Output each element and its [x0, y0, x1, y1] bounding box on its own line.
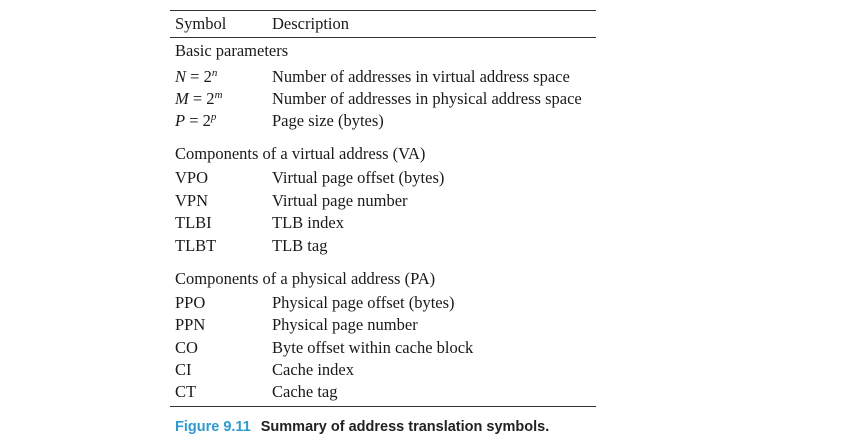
description-ppo: Physical page offset (bytes) — [272, 293, 455, 312]
header-description: Description — [272, 14, 349, 33]
description-ppn: Physical page number — [272, 315, 418, 334]
formula-variable: N — [175, 67, 187, 86]
symbol-ppn: PPN — [175, 315, 206, 334]
formula-variable: P — [175, 111, 186, 130]
figure-title: Summary of address translation symbols. — [260, 419, 550, 435]
header-rule — [170, 37, 596, 38]
section-title-virtual-address: Components of a virtual address (VA) — [175, 144, 426, 163]
section-title-physical-address: Components of a physical address (PA) — [175, 269, 436, 288]
description-ci: Cache index — [272, 360, 355, 379]
symbol-vpo: VPO — [175, 168, 209, 187]
figure-caption: Figure 9.11 Summary of address translatio… — [175, 419, 549, 435]
description-m: Number of addresses in physical address … — [272, 89, 582, 108]
symbol-vpn: VPN — [175, 191, 209, 210]
description-ct: Cache tag — [272, 382, 338, 401]
formula-exponent: m — [214, 89, 223, 101]
table-bottom-rule — [170, 406, 596, 407]
formula-equals: = 2 — [188, 89, 215, 108]
symbol-ct: CT — [175, 382, 197, 401]
symbol-ci: CI — [175, 360, 192, 379]
description-tlbi: TLB index — [272, 213, 344, 232]
symbol-tlbt: TLBT — [175, 236, 217, 255]
symbol-m-formula: M = 2m — [175, 89, 223, 109]
symbol-co: CO — [175, 338, 198, 357]
description-co: Byte offset within cache block — [272, 338, 474, 357]
description-n: Number of addresses in virtual address s… — [272, 67, 570, 86]
formula-variable: M — [175, 89, 189, 108]
formula-equals: = 2 — [186, 67, 212, 86]
table-top-rule — [170, 10, 596, 11]
section-title-basic-parameters: Basic parameters — [175, 41, 289, 60]
symbol-n-formula: N = 2n — [175, 67, 217, 87]
description-vpo: Virtual page offset (bytes) — [272, 168, 445, 187]
symbol-p-formula: P = 2p — [175, 111, 216, 131]
symbol-tlbi: TLBI — [175, 213, 212, 232]
description-tlbt: TLB tag — [272, 236, 328, 255]
formula-exponent: p — [210, 111, 217, 123]
figure-number: Figure 9.11 — [175, 419, 251, 435]
description-vpn: Virtual page number — [272, 191, 408, 210]
formula-equals: = 2 — [185, 111, 211, 130]
header-symbol: Symbol — [175, 14, 227, 33]
description-p: Page size (bytes) — [272, 111, 384, 130]
symbol-ppo: PPO — [175, 293, 206, 312]
formula-exponent: n — [211, 67, 218, 79]
